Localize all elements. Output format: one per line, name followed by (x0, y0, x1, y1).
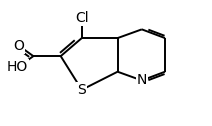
Text: O: O (13, 39, 24, 53)
Text: HO: HO (7, 60, 28, 74)
Text: S: S (77, 83, 86, 97)
Text: N: N (137, 73, 147, 87)
Text: Cl: Cl (75, 10, 89, 25)
